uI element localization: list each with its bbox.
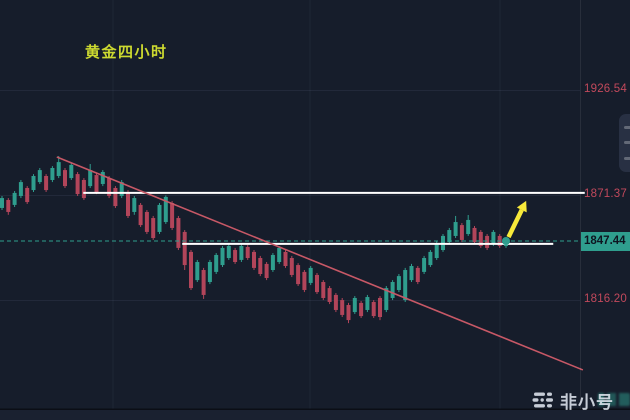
price-axis[interactable]: 1926.54 1871.37 1816.20 1847.44 <box>580 0 630 409</box>
candle-body <box>428 251 433 266</box>
candle-body <box>56 162 61 176</box>
price-tick-label: 1816.20 <box>584 293 627 306</box>
candle-body <box>163 196 168 223</box>
candle-body <box>466 219 471 235</box>
candle-body <box>31 175 36 191</box>
chart-title: 黄金四小时 <box>85 44 168 61</box>
candle-body <box>182 231 187 266</box>
candle-body <box>365 297 370 310</box>
candle-body <box>453 222 458 236</box>
candle-body <box>207 262 212 282</box>
candle-body <box>346 305 351 321</box>
candle-body <box>0 198 4 208</box>
candle-body <box>50 167 55 180</box>
candle-body <box>403 270 408 301</box>
candle-body <box>18 182 23 196</box>
candle-body <box>170 203 175 228</box>
candle-body <box>302 271 307 290</box>
candle-body <box>37 170 42 183</box>
watermark-text: 非小号 <box>560 392 614 412</box>
candle-body <box>252 251 256 268</box>
candle-body <box>478 231 483 247</box>
candle-body <box>409 266 414 281</box>
candle-body <box>491 231 496 244</box>
candle-body <box>340 300 345 315</box>
candle-body <box>239 246 244 260</box>
toolbar-glyph-icon <box>624 126 630 130</box>
candle-body <box>113 187 118 207</box>
price-tick-label: 1871.37 <box>584 188 627 201</box>
candle-body <box>333 294 338 310</box>
candle-body <box>434 242 439 259</box>
candle-body <box>485 235 490 248</box>
candle-body <box>201 270 206 295</box>
candle-body <box>138 204 143 226</box>
candle-body <box>94 175 99 192</box>
candle-body <box>75 174 80 195</box>
candle-body <box>270 254 275 271</box>
candle-body <box>107 178 112 196</box>
candle-body <box>233 250 238 263</box>
watermark: 非小号 <box>531 387 614 413</box>
axis-teal-glyphs <box>598 393 630 406</box>
candle-body <box>264 263 269 279</box>
candle-body <box>25 187 30 203</box>
candle-body <box>352 297 357 313</box>
candle-body <box>289 258 294 275</box>
candle-body <box>378 297 382 318</box>
candle-body <box>220 247 225 266</box>
time-axis[interactable] <box>0 409 630 420</box>
candle-body <box>119 182 124 196</box>
candle-body <box>81 179 86 199</box>
candle-body <box>6 199 11 212</box>
candle-body <box>176 218 181 248</box>
candle-body <box>258 258 263 275</box>
candle-body <box>132 198 137 212</box>
trendline[interactable] <box>56 156 584 371</box>
candle-body <box>100 171 105 184</box>
candle-body <box>472 227 477 243</box>
candle-body <box>459 225 464 240</box>
up-arrow-head[interactable] <box>516 200 527 213</box>
candle-body <box>277 247 282 263</box>
candle-body <box>308 267 313 283</box>
candle-body <box>245 246 250 259</box>
last-price-badge: 1847.44 <box>581 231 630 251</box>
candle-body <box>12 192 17 205</box>
candle-body <box>422 258 427 272</box>
candle-body <box>144 211 149 232</box>
price-tick-label: 1926.54 <box>584 83 627 96</box>
last-close-dot <box>502 237 510 245</box>
candle-body <box>44 175 49 191</box>
candle-body <box>396 276 401 290</box>
candle-body <box>226 246 231 259</box>
candle-body <box>359 302 364 317</box>
candle-body <box>327 288 332 302</box>
candle-body <box>126 191 130 216</box>
candle-body <box>371 301 376 317</box>
candle-body <box>384 288 389 310</box>
candle-body <box>315 274 319 293</box>
candle-body <box>69 164 74 179</box>
candle-body <box>88 170 93 187</box>
candle-body <box>296 265 301 285</box>
candle-body <box>151 218 156 239</box>
floating-toolbar[interactable] <box>619 114 630 172</box>
toolbar-glyph-icon <box>624 156 630 160</box>
toolbar-glyph-icon <box>624 141 630 145</box>
candle-body <box>447 230 452 243</box>
candle-body <box>195 262 200 281</box>
candle-body <box>390 281 395 298</box>
candle-body <box>189 251 193 289</box>
candle-body <box>321 281 326 298</box>
candle-body <box>415 267 420 282</box>
candle-body <box>214 254 219 272</box>
candle-body <box>157 204 162 232</box>
feixiaohao-logo-icon <box>532 392 553 408</box>
up-arrow-shaft[interactable] <box>506 208 524 239</box>
candle-body <box>283 251 288 267</box>
candle-body <box>63 170 67 187</box>
